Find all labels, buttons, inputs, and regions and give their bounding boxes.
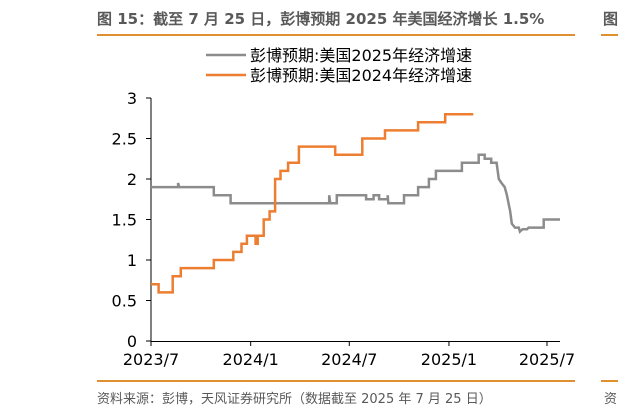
next-figure-source-fragment: 资 [604, 392, 618, 407]
legend-label-2025: 彭博预期:美国2025年经济增速 [250, 46, 472, 65]
x-tick-label: 2025/1 [421, 350, 477, 369]
chart-legend: 彭博预期:美国2025年经济增速 彭博预期:美国2024年经济增速 [206, 46, 472, 85]
next-figure-title-fragment: 图 [603, 10, 618, 28]
x-tick-label: 2023/7 [123, 350, 179, 369]
y-tick-label: 0 [127, 332, 137, 351]
x-tick-labels: 2023/7 2024/1 2024/7 2025/1 2025/7 [123, 341, 575, 369]
y-tick-label: 2 [127, 170, 137, 189]
y-tick-label: 3 [127, 89, 137, 108]
next-figure-source-rule [601, 380, 618, 382]
series-lines [151, 112, 560, 294]
source-rule [97, 380, 575, 382]
x-tick-label: 2024/7 [321, 350, 377, 369]
series-line-2024-forecast [151, 112, 474, 294]
next-figure-title-rule [601, 34, 618, 36]
figure-title: 图 15：截至 7 月 25 日，彭博预期 2025 年美国经济增长 1.5% [97, 10, 545, 28]
x-tick-label: 2024/1 [223, 350, 279, 369]
x-tick-label: 2025/7 [519, 350, 575, 369]
y-tick-label: 0.5 [112, 292, 137, 311]
y-tick-label: 2.5 [112, 130, 137, 149]
legend-label-2024: 彭博预期:美国2024年经济增速 [250, 66, 472, 85]
line-chart: 彭博预期:美国2025年经济增速 彭博预期:美国2024年经济增速 0 0.5 1 1… [112, 46, 576, 369]
y-tick-label: 1 [127, 251, 137, 270]
y-tick-label: 1.5 [112, 211, 137, 230]
title-rule [97, 34, 575, 36]
source-note: 资料来源：彭博，天风证券研究所（数据截至 2025 年 7 月 25 日） [97, 392, 492, 407]
series-line-2025-forecast [151, 153, 560, 234]
y-tick-labels: 0 0.5 1 1.5 2 2.5 3 [112, 89, 151, 351]
